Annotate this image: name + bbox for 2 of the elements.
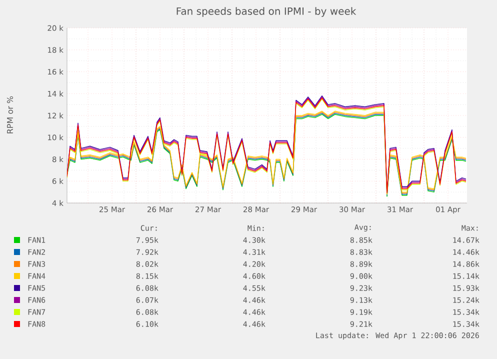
chart-title: Fan speeds based on IPMI - by week xyxy=(176,7,356,17)
y-axis-title: RPM or % xyxy=(6,96,14,134)
